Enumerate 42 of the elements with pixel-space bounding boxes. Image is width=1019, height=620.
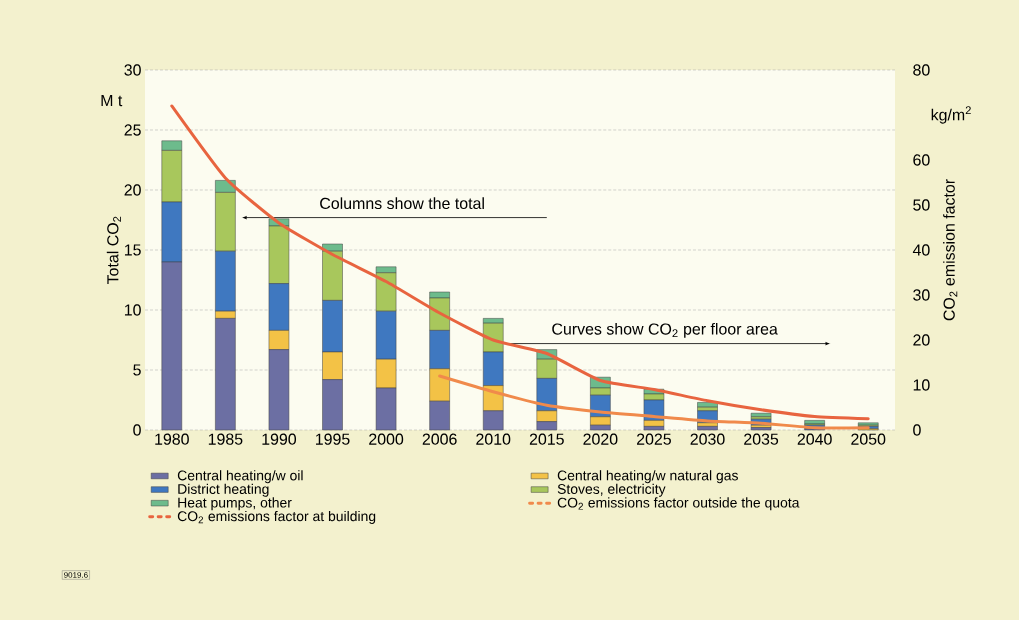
y2-axis-title: CO$_{2}$ emission factor — [943, 179, 958, 321]
x-tick-label: 1980 — [155, 433, 189, 445]
x-tick-label: 1985 — [208, 433, 243, 445]
annotation: Columns show the total — [320, 197, 484, 210]
y2-tick-label: 10 — [913, 379, 930, 391]
x-tick-label: 2020 — [583, 433, 618, 445]
x-tick-label: 2040 — [797, 433, 832, 445]
y2-tick-label: 50 — [913, 199, 930, 211]
y-tick-label: 10 — [124, 304, 141, 316]
y-tick-label: 30 — [124, 64, 141, 76]
y2-tick-label: 60 — [913, 154, 930, 166]
y2-tick-label: 30 — [913, 289, 930, 301]
legend-label: Central heating/w oil — [177, 470, 303, 484]
y-tick-label: 25 — [124, 124, 141, 136]
x-tick-label: 2010 — [476, 433, 511, 445]
y-axis-title: Total CO$_{2}$ — [106, 216, 121, 284]
x-tick-label: 2035 — [744, 433, 779, 445]
y2-tick-label: 0 — [913, 424, 921, 436]
text: M t — [101, 95, 123, 107]
legend-label: Heat pumps, other — [178, 497, 292, 511]
x-tick-label: 1990 — [262, 433, 297, 445]
y-tick-label: 5 — [133, 364, 141, 376]
x-tick-label: 2050 — [851, 433, 886, 445]
y-tick-label: 15 — [124, 244, 141, 256]
x-tick-label: 2006 — [422, 433, 457, 445]
text: kg/m$^{2}$ — [931, 106, 971, 124]
legend-label: CO$_{2}$ emissions factor outside the quota — [557, 497, 800, 511]
y-tick-label: 20 — [124, 184, 141, 196]
y2-tick-label: 40 — [912, 244, 930, 256]
y2-tick-label: 80 — [913, 64, 930, 76]
legend-label: CO$_{2}$ emissions factor at building — [177, 510, 376, 524]
legend-label: District heating — [178, 483, 269, 497]
annotation: Curves show CO$_{2}$ per floor area — [552, 322, 778, 338]
y2-tick-label: 20 — [913, 334, 930, 346]
y-tick-label: 0 — [133, 424, 141, 436]
x-tick-label: 2025 — [637, 433, 671, 445]
legend-label: Central heating/w natural gas — [557, 470, 738, 484]
x-tick-label: 2030 — [690, 433, 725, 445]
x-tick-label: 2000 — [369, 433, 404, 445]
legend-label: Stoves, electricity — [557, 483, 666, 497]
x-tick-label: 1995 — [316, 433, 350, 445]
x-tick-label: 2015 — [529, 433, 564, 445]
